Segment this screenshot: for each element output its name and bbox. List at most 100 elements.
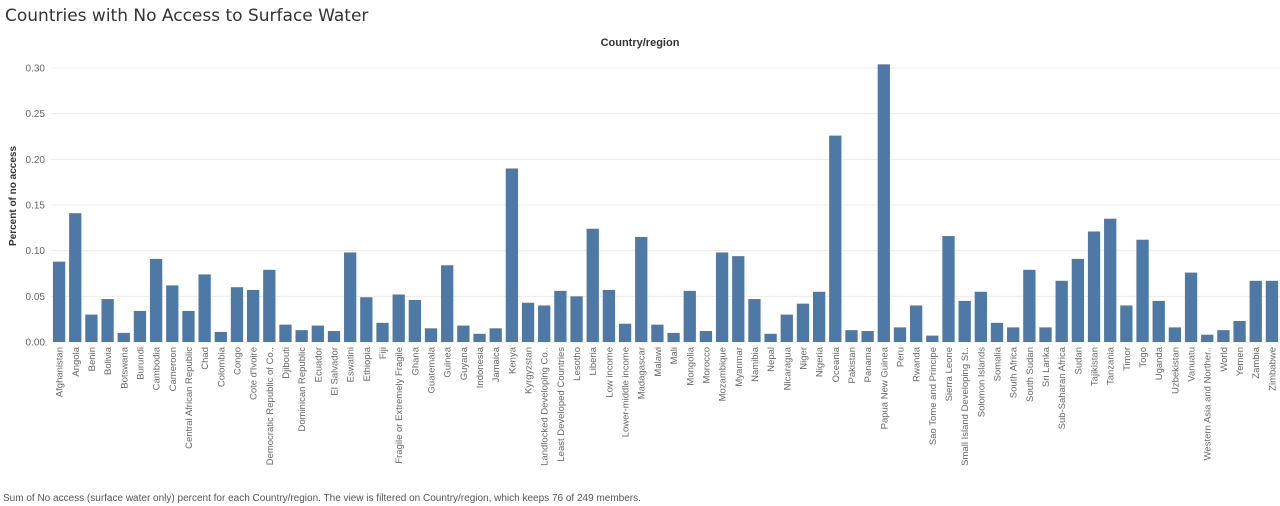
- bar[interactable]: [327, 331, 341, 342]
- x-tick-label: Jamaica: [491, 346, 502, 382]
- bar[interactable]: [1055, 280, 1068, 342]
- bar[interactable]: [1184, 272, 1198, 342]
- bar[interactable]: [926, 335, 939, 342]
- bar[interactable]: [780, 314, 793, 342]
- x-tick-label: Guatemala: [427, 346, 438, 393]
- bar[interactable]: [489, 328, 502, 342]
- x-axis-header: Country/region: [600, 37, 680, 49]
- bar[interactable]: [392, 294, 405, 342]
- x-tick-label: Tajikistan: [1090, 347, 1101, 386]
- x-tick-label: Democratic Republic of Co..: [265, 347, 276, 465]
- x-tick-label: Morocco: [701, 347, 712, 383]
- bar[interactable]: [812, 291, 826, 342]
- bar[interactable]: [715, 252, 729, 342]
- bar[interactable]: [521, 302, 535, 342]
- bar[interactable]: [441, 265, 454, 342]
- bar[interactable]: [877, 64, 890, 342]
- x-tick-label: Djibouti: [281, 347, 292, 379]
- bar[interactable]: [538, 305, 551, 342]
- bar[interactable]: [1168, 327, 1182, 342]
- bar[interactable]: [182, 310, 195, 342]
- bar[interactable]: [311, 325, 324, 342]
- bar[interactable]: [230, 287, 244, 342]
- bar[interactable]: [1120, 305, 1133, 342]
- bar[interactable]: [376, 322, 389, 342]
- bar[interactable]: [263, 269, 276, 342]
- bar[interactable]: [1201, 334, 1214, 342]
- x-tick-label: Zambia: [1251, 346, 1262, 378]
- bar[interactable]: [942, 236, 955, 342]
- bar[interactable]: [279, 324, 292, 342]
- bar[interactable]: [505, 168, 519, 342]
- bar[interactable]: [651, 324, 664, 342]
- bar[interactable]: [473, 333, 486, 342]
- bar[interactable]: [198, 274, 211, 342]
- x-tick-label: Low income: [604, 347, 615, 398]
- bar[interactable]: [893, 327, 907, 342]
- bar[interactable]: [683, 290, 696, 342]
- bar[interactable]: [618, 323, 632, 342]
- y-tick-label: 0.25: [26, 109, 46, 120]
- bar[interactable]: [424, 328, 438, 342]
- bar[interactable]: [861, 331, 874, 342]
- bar[interactable]: [85, 314, 98, 342]
- bar[interactable]: [829, 135, 842, 342]
- bar[interactable]: [295, 330, 308, 342]
- bar[interactable]: [344, 252, 357, 342]
- bar[interactable]: [69, 213, 82, 342]
- bar[interactable]: [117, 332, 130, 342]
- bar[interactable]: [910, 305, 923, 342]
- y-tick-label: 0.10: [26, 246, 46, 257]
- bar[interactable]: [1249, 280, 1262, 342]
- bar[interactable]: [149, 258, 163, 342]
- x-tick-label: Namibia: [750, 346, 761, 382]
- x-tick-label: Dominican Republic: [297, 347, 308, 432]
- bar[interactable]: [52, 261, 66, 342]
- x-tick-label: Cameroon: [168, 347, 179, 391]
- bar[interactable]: [166, 285, 179, 342]
- bar[interactable]: [764, 333, 777, 342]
- bar[interactable]: [1023, 269, 1036, 342]
- bar[interactable]: [602, 289, 616, 342]
- bar[interactable]: [974, 291, 987, 342]
- bar[interactable]: [699, 331, 713, 342]
- bar[interactable]: [1152, 300, 1165, 342]
- bar[interactable]: [1039, 327, 1052, 342]
- bar[interactable]: [570, 296, 583, 342]
- bar[interactable]: [1233, 320, 1246, 342]
- bar[interactable]: [845, 330, 858, 342]
- bar[interactable]: [360, 297, 373, 342]
- x-tick-label: Fiji: [378, 347, 389, 359]
- bar[interactable]: [732, 256, 745, 342]
- x-tick-label: Guinea: [443, 346, 454, 377]
- bar[interactable]: [1007, 327, 1020, 342]
- bar[interactable]: [1265, 280, 1279, 342]
- x-tick-label: Madagascar: [637, 347, 648, 399]
- x-tick-label: Malawi: [653, 347, 664, 377]
- bar[interactable]: [214, 331, 227, 342]
- bar[interactable]: [554, 290, 567, 342]
- y-tick-label: 0.20: [26, 155, 46, 166]
- x-tick-label: Papua New Guinea: [879, 346, 890, 429]
- bar[interactable]: [958, 300, 971, 342]
- bar[interactable]: [635, 236, 648, 342]
- bar[interactable]: [457, 325, 470, 342]
- bar[interactable]: [1136, 239, 1149, 342]
- bar[interactable]: [990, 322, 1004, 342]
- bar[interactable]: [408, 299, 421, 342]
- y-tick-label: 0.15: [26, 201, 46, 212]
- bar[interactable]: [667, 332, 680, 342]
- x-tick-label: Kenya: [507, 346, 518, 374]
- bar[interactable]: [1217, 330, 1230, 342]
- bar[interactable]: [1104, 218, 1117, 342]
- bar[interactable]: [101, 299, 114, 342]
- bar[interactable]: [246, 289, 260, 342]
- y-tick-label: 0.05: [26, 292, 46, 303]
- bar[interactable]: [133, 310, 147, 342]
- bar[interactable]: [586, 228, 599, 342]
- bar[interactable]: [748, 299, 761, 342]
- bar[interactable]: [1087, 231, 1101, 342]
- bar[interactable]: [796, 303, 810, 342]
- bar[interactable]: [1071, 258, 1085, 342]
